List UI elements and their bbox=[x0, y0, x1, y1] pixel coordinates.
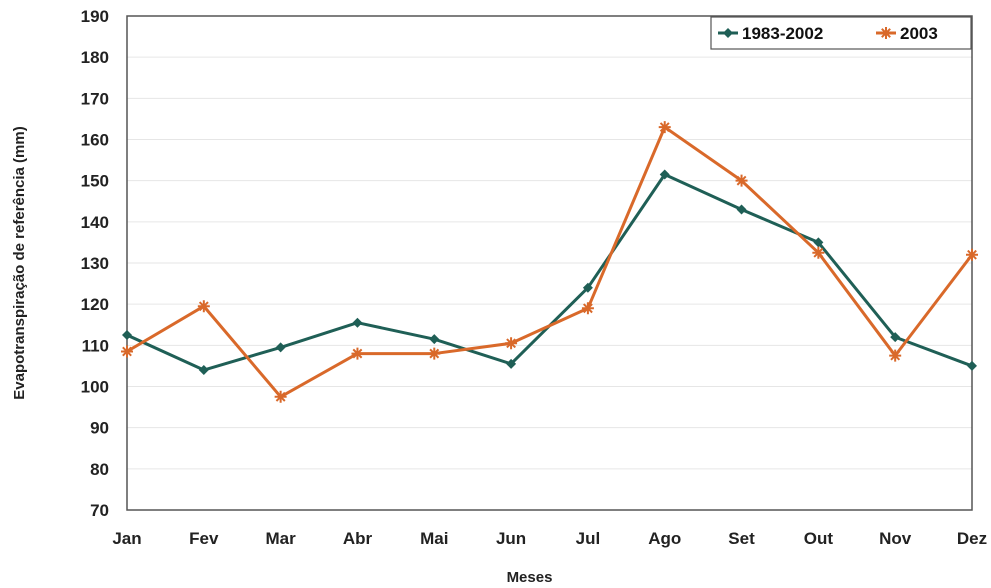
y-tick-label: 100 bbox=[81, 378, 109, 397]
data-point bbox=[889, 349, 902, 362]
series-1983-2002 bbox=[122, 169, 977, 376]
legend-label: 1983-2002 bbox=[742, 24, 823, 43]
data-point bbox=[736, 204, 747, 215]
x-tick-label: Fev bbox=[189, 529, 219, 548]
y-tick-label: 130 bbox=[81, 254, 109, 273]
x-tick-label: Jan bbox=[112, 529, 141, 548]
data-point bbox=[813, 237, 824, 248]
data-point bbox=[506, 358, 517, 369]
plot-area bbox=[126, 15, 973, 511]
legend-entry: 1983-2002 bbox=[718, 24, 823, 43]
data-point bbox=[274, 390, 287, 403]
series-line bbox=[126, 125, 974, 399]
data-point bbox=[658, 121, 671, 134]
x-tick-label: Out bbox=[804, 529, 834, 548]
data-point bbox=[966, 248, 978, 261]
data-point bbox=[890, 332, 901, 343]
series-line bbox=[126, 172, 973, 372]
legend-label: 2003 bbox=[900, 24, 938, 43]
y-axis-title: Evapotranspiração de referência (mm) bbox=[11, 126, 28, 399]
y-tick-label: 160 bbox=[81, 131, 109, 150]
y-tick-label: 170 bbox=[81, 89, 109, 108]
y-tick-label: 70 bbox=[90, 501, 109, 520]
x-tick-label: Abr bbox=[343, 529, 373, 548]
data-point bbox=[121, 345, 133, 358]
legend: 1983-2002 2003 bbox=[710, 16, 972, 50]
gridlines bbox=[127, 56, 972, 470]
x-tick-label: Set bbox=[728, 529, 755, 548]
data-point bbox=[197, 300, 210, 313]
series-2003 bbox=[121, 121, 978, 403]
x-tick-label: Mar bbox=[266, 529, 297, 548]
data-point bbox=[582, 282, 593, 293]
data-point bbox=[275, 342, 286, 353]
x-tick-label: Nov bbox=[879, 529, 912, 548]
y-tick-label: 90 bbox=[90, 419, 109, 438]
data-point bbox=[429, 334, 440, 345]
y-tick-label: 180 bbox=[81, 48, 109, 67]
y-tick-label: 150 bbox=[81, 172, 109, 191]
x-tick-label: Dez bbox=[957, 529, 987, 548]
data-point bbox=[122, 330, 132, 341]
y-tick-label: 140 bbox=[81, 213, 109, 232]
x-tick-labels: Jan Fev Mar Abr Mai Jun Jul Ago Set Out Nov Dez bbox=[112, 529, 987, 548]
y-tick-label: 190 bbox=[81, 7, 109, 26]
x-tick-label: Jul bbox=[576, 529, 601, 548]
data-point bbox=[198, 365, 209, 376]
y-tick-label: 110 bbox=[82, 336, 109, 355]
x-axis-title: Meses bbox=[507, 569, 553, 586]
y-tick-labels: 70 80 90 100 110 120 130 140 150 160 170 180 190 bbox=[81, 7, 109, 520]
x-tick-label: Jun bbox=[496, 529, 526, 548]
data-point bbox=[723, 28, 733, 38]
data-point bbox=[967, 360, 977, 371]
x-tick-label: Ago bbox=[648, 529, 681, 548]
legend-box bbox=[710, 16, 972, 50]
data-point bbox=[659, 169, 670, 180]
y-tick-label: 120 bbox=[81, 295, 109, 314]
x-tick-label: Mai bbox=[420, 529, 448, 548]
y-tick-label: 80 bbox=[90, 460, 109, 479]
data-point bbox=[428, 347, 441, 360]
data-point bbox=[505, 337, 518, 350]
legend-entry: 2003 bbox=[876, 24, 938, 43]
data-point bbox=[880, 27, 892, 39]
data-point bbox=[351, 347, 364, 360]
data-point bbox=[352, 317, 363, 328]
data-point bbox=[812, 246, 825, 259]
data-point bbox=[581, 302, 594, 315]
series-lines bbox=[121, 121, 978, 403]
data-point bbox=[735, 174, 748, 187]
